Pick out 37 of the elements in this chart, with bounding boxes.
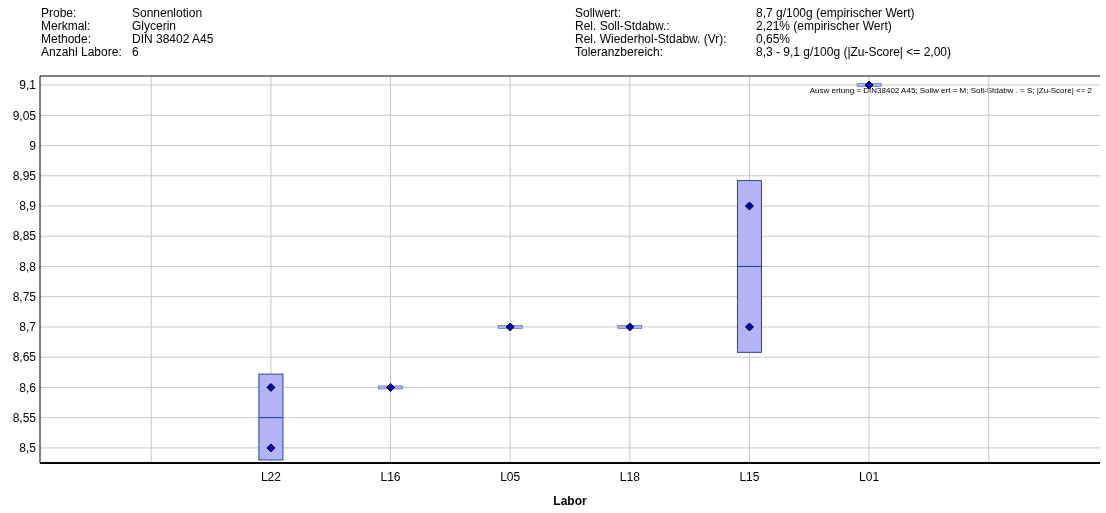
text: Rel. Wiederhol-Stdabw. (Vr): <box>575 32 727 46</box>
y-tick-label: 8,9 <box>19 199 37 214</box>
text: Sollwert: <box>575 6 622 20</box>
text: Probe: <box>41 6 77 20</box>
y-tick-label: 9 <box>29 138 37 153</box>
y-tick-label: 8,75 <box>12 289 37 304</box>
y-tick-label: 8,8 <box>19 259 37 274</box>
text: Rel. Soll-Stdabw.: <box>575 19 670 33</box>
text: 0,65% <box>756 32 791 46</box>
y-tick-label: 8,55 <box>12 410 37 425</box>
y-tick-label: 8,95 <box>12 168 37 183</box>
text: Methode: <box>41 32 92 46</box>
x-tick-label: L22 <box>260 470 282 484</box>
y-tick-label: 8,65 <box>12 350 37 365</box>
text: Sonnenlotion <box>132 6 203 20</box>
x-tick-label: L15 <box>739 470 760 484</box>
x-tick-label: L16 <box>380 470 401 484</box>
x-axis-title: Labor <box>553 494 587 508</box>
y-tick-label: 8,85 <box>12 229 37 244</box>
y-tick-label: 9,1 <box>19 78 37 93</box>
y-tick-label: 9,05 <box>12 108 37 123</box>
y-tick-label: 8,7 <box>19 320 37 335</box>
x-tick-label: L01 <box>859 470 880 484</box>
y-tick-label: 8,6 <box>19 380 37 395</box>
annotation: Ausw ertung = DIN38402 A45; Sollw ert = M; Soll-Stdabw . = S; |Zu-Score| <= 2 <box>809 86 1093 95</box>
x-tick-label: L18 <box>619 470 641 484</box>
text: 8,7 g/100g (empirischer Wert) <box>756 6 915 20</box>
text: 2,21% (empirischer Wert) <box>756 19 892 33</box>
text: DIN 38402 A45 <box>132 32 214 46</box>
text: Anzahl Labore: <box>41 45 122 59</box>
y-tick-label: 8,5 <box>19 441 37 456</box>
text: Glycerin <box>132 19 177 33</box>
text: 6 <box>132 45 139 59</box>
text: 8,3 - 9,1 g/100g (|Zu-Score| <= 2,00) <box>756 45 952 59</box>
text: Toleranzbereich: <box>575 45 664 59</box>
text: Merkmal: <box>41 19 91 33</box>
x-tick-label: L05 <box>500 470 521 484</box>
